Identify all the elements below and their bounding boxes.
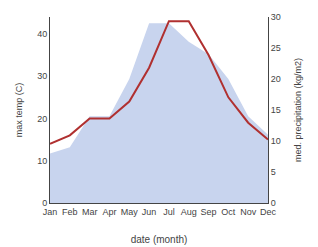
svg-text:10: 10	[271, 136, 281, 146]
svg-text:Jan: Jan	[43, 207, 58, 217]
svg-text:Nov: Nov	[240, 207, 257, 217]
svg-text:Jun: Jun	[142, 207, 157, 217]
svg-text:Apr: Apr	[102, 207, 116, 217]
svg-text:Sep: Sep	[201, 207, 217, 217]
svg-text:10: 10	[37, 156, 47, 166]
svg-text:30: 30	[271, 12, 281, 22]
svg-text:Jul: Jul	[163, 207, 175, 217]
svg-text:20: 20	[37, 114, 47, 124]
svg-text:May: May	[121, 207, 139, 217]
svg-text:Feb: Feb	[62, 207, 78, 217]
svg-text:Aug: Aug	[181, 207, 197, 217]
svg-text:med. precipitation (kg/m2): med. precipitation (kg/m2)	[293, 58, 303, 162]
svg-text:40: 40	[37, 29, 47, 39]
svg-text:Mar: Mar	[82, 207, 98, 217]
svg-text:25: 25	[271, 43, 281, 53]
svg-text:15: 15	[271, 105, 281, 115]
svg-text:5: 5	[271, 167, 276, 177]
svg-text:0: 0	[271, 198, 276, 208]
svg-text:Oct: Oct	[221, 207, 236, 217]
svg-text:30: 30	[37, 71, 47, 81]
svg-text:max temp (C): max temp (C)	[14, 83, 24, 138]
svg-text:0: 0	[42, 198, 47, 208]
svg-text:20: 20	[271, 74, 281, 84]
svg-text:date (month): date (month)	[131, 234, 188, 245]
svg-text:Dec: Dec	[260, 207, 277, 217]
